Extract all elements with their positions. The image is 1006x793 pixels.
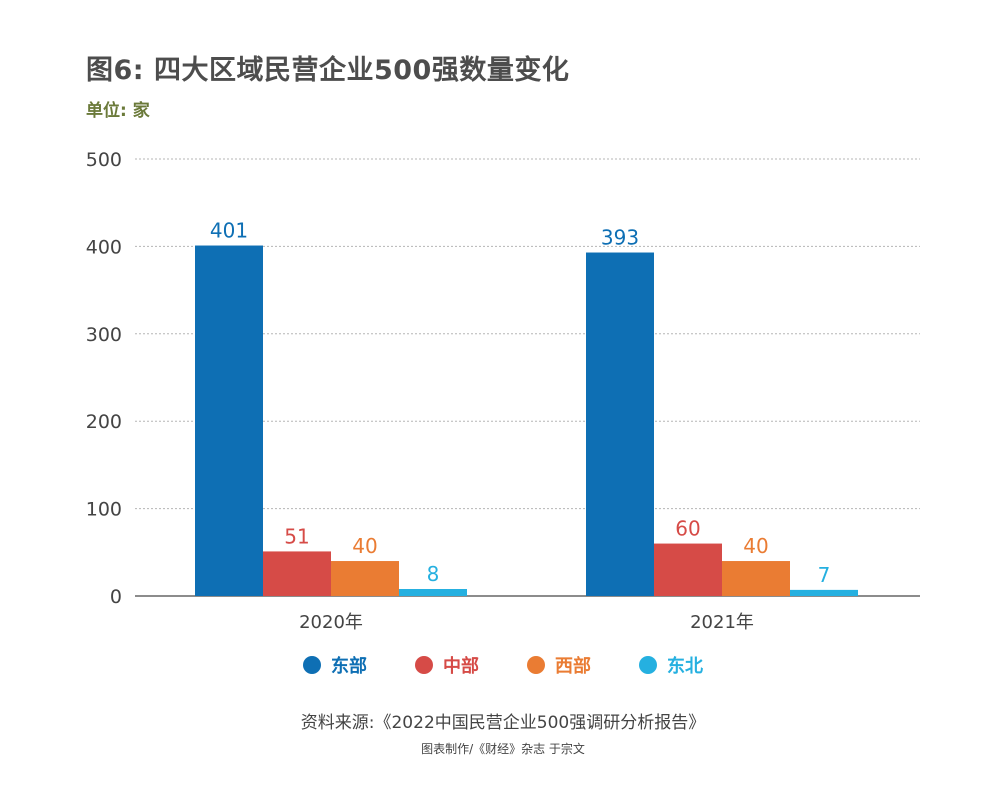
x-tick-label: 2021年: [690, 612, 754, 633]
legend-label: 中部: [443, 656, 479, 677]
data-label: 40: [743, 534, 768, 558]
bar: [331, 561, 399, 596]
data-label: 51: [284, 524, 309, 548]
legend-item: 西部: [527, 652, 591, 678]
y-tick-label: 0: [110, 586, 122, 608]
y-tick-label: 200: [86, 411, 122, 433]
data-label: 60: [675, 517, 700, 541]
legend-item: 东北: [639, 652, 703, 678]
bar: [790, 589, 858, 596]
bar-chart: 0 100 200 300 400 500 401 51 40 8 2020年 393 60 40 7 202…: [86, 149, 920, 633]
source-note: 资料来源:《2022中国民营企业500强调研分析报告》: [300, 713, 706, 733]
data-label: 393: [601, 226, 639, 250]
y-tick-label: 400: [86, 236, 122, 258]
legend-swatch: [415, 656, 433, 674]
y-tick-label: 100: [86, 499, 122, 521]
credit-note: 图表制作/《财经》杂志 于宗文: [421, 742, 585, 756]
bar: [399, 589, 467, 596]
legend-swatch: [303, 656, 321, 674]
data-label: 7: [818, 563, 831, 587]
unit-label: 单位: 家: [86, 101, 150, 121]
bar: [586, 252, 654, 596]
bar: [722, 561, 790, 596]
chart-legend: 东部 中部 西部 东北: [0, 652, 1006, 678]
y-tick-label: 500: [86, 149, 122, 171]
legend-swatch: [527, 656, 545, 674]
legend-label: 东北: [667, 656, 703, 677]
x-tick-label: 2020年: [299, 612, 363, 633]
bar: [195, 245, 263, 596]
legend-item: 中部: [415, 652, 479, 678]
legend-label: 东部: [331, 656, 367, 677]
chart-title: 图6: 四大区域民营企业500强数量变化: [86, 55, 570, 86]
data-label: 401: [210, 219, 248, 243]
data-label: 8: [427, 562, 440, 586]
bar: [263, 551, 331, 596]
bar: [654, 543, 722, 596]
data-label: 40: [352, 534, 377, 558]
y-tick-label: 300: [86, 324, 122, 346]
legend-item: 东部: [303, 652, 367, 678]
legend-swatch: [639, 656, 657, 674]
legend-label: 西部: [555, 656, 591, 677]
